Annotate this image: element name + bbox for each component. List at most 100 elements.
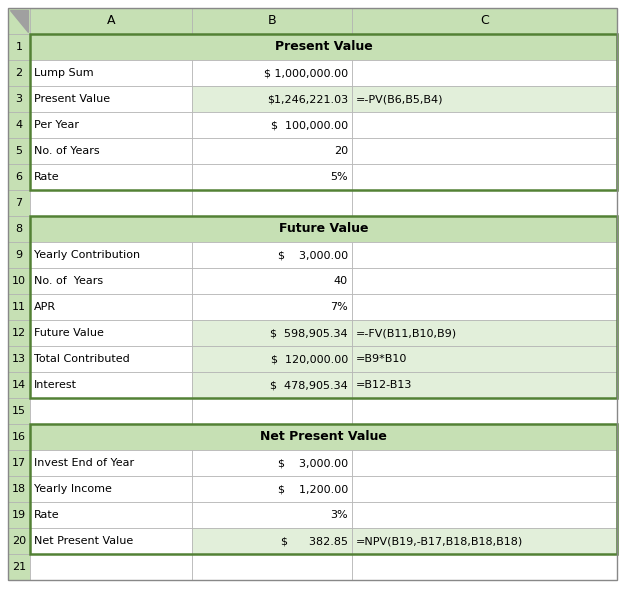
Text: Per Year: Per Year <box>34 120 79 130</box>
Bar <box>8 60 30 86</box>
Text: $  120,000.00: $ 120,000.00 <box>271 354 348 364</box>
Bar <box>30 320 192 346</box>
Bar <box>30 502 192 528</box>
Bar <box>8 34 30 60</box>
Text: Rate: Rate <box>34 172 59 182</box>
Bar <box>192 60 352 86</box>
Bar <box>30 242 192 268</box>
Text: =-PV(B6,B5,B4): =-PV(B6,B5,B4) <box>356 94 444 104</box>
Text: 3: 3 <box>16 94 22 104</box>
Bar <box>30 424 617 450</box>
Bar <box>30 398 192 424</box>
Text: 5%: 5% <box>331 172 348 182</box>
Bar <box>30 138 192 164</box>
Bar <box>8 424 30 450</box>
Text: 7: 7 <box>16 198 22 208</box>
Text: 4: 4 <box>16 120 22 130</box>
Bar <box>352 268 617 294</box>
Text: 14: 14 <box>12 380 26 390</box>
Bar <box>352 242 617 268</box>
Bar <box>352 164 617 190</box>
Bar <box>352 112 617 138</box>
Text: B: B <box>268 14 276 28</box>
Bar <box>8 138 30 164</box>
Text: No. of Years: No. of Years <box>34 146 99 156</box>
Text: 18: 18 <box>12 484 26 494</box>
Bar <box>30 528 192 554</box>
Text: 7%: 7% <box>330 302 348 312</box>
Bar <box>30 450 192 476</box>
Text: $  598,905.34: $ 598,905.34 <box>271 328 348 338</box>
Bar <box>30 112 192 138</box>
Bar <box>8 450 30 476</box>
Bar <box>8 372 30 398</box>
Bar <box>30 554 192 580</box>
Text: 6: 6 <box>16 172 22 182</box>
Bar <box>192 398 352 424</box>
Text: Total Contributed: Total Contributed <box>34 354 130 364</box>
Bar <box>192 8 352 34</box>
Bar <box>8 502 30 528</box>
Text: 3%: 3% <box>331 510 348 520</box>
Text: 8: 8 <box>16 224 22 234</box>
Text: =B9*B10: =B9*B10 <box>356 354 408 364</box>
Bar <box>8 8 30 34</box>
Text: 9: 9 <box>16 250 22 260</box>
Text: Invest End of Year: Invest End of Year <box>34 458 134 468</box>
Text: 1: 1 <box>16 42 22 52</box>
Text: Net Present Value: Net Present Value <box>34 536 133 546</box>
Bar <box>8 476 30 502</box>
Text: 17: 17 <box>12 458 26 468</box>
Bar <box>8 112 30 138</box>
Bar <box>192 164 352 190</box>
Text: =B12-B13: =B12-B13 <box>356 380 412 390</box>
Text: Future Value: Future Value <box>279 223 368 235</box>
Text: $  478,905.34: $ 478,905.34 <box>270 380 348 390</box>
Bar <box>352 528 617 554</box>
Bar <box>352 60 617 86</box>
Bar <box>192 502 352 528</box>
Text: 20: 20 <box>12 536 26 546</box>
Bar <box>30 372 192 398</box>
Text: Present Value: Present Value <box>274 40 372 53</box>
Bar <box>30 8 192 34</box>
Bar <box>192 450 352 476</box>
Text: No. of  Years: No. of Years <box>34 276 103 286</box>
Bar <box>192 320 352 346</box>
Bar <box>8 554 30 580</box>
Bar <box>352 398 617 424</box>
Bar <box>30 86 192 112</box>
Bar <box>352 138 617 164</box>
Bar <box>192 268 352 294</box>
Text: 2: 2 <box>16 68 22 78</box>
Bar <box>30 164 192 190</box>
Bar <box>30 268 192 294</box>
Bar <box>352 86 617 112</box>
Text: Present Value: Present Value <box>34 94 110 104</box>
Bar <box>8 528 30 554</box>
Text: Future Value: Future Value <box>34 328 104 338</box>
Bar <box>192 242 352 268</box>
Text: 11: 11 <box>12 302 26 312</box>
Text: 10: 10 <box>12 276 26 286</box>
Bar <box>192 138 352 164</box>
Text: 12: 12 <box>12 328 26 338</box>
Bar <box>30 346 192 372</box>
Text: 40: 40 <box>334 276 348 286</box>
Bar <box>192 190 352 216</box>
Bar <box>30 294 192 320</box>
Bar <box>8 398 30 424</box>
Text: 16: 16 <box>12 432 26 442</box>
Bar <box>192 346 352 372</box>
Bar <box>8 216 30 242</box>
Text: A: A <box>107 14 115 28</box>
Text: 5: 5 <box>16 146 22 156</box>
Text: Yearly Contribution: Yearly Contribution <box>34 250 140 260</box>
Bar <box>352 346 617 372</box>
Text: $    3,000.00: $ 3,000.00 <box>278 458 348 468</box>
Text: 21: 21 <box>12 562 26 572</box>
Text: $    3,000.00: $ 3,000.00 <box>278 250 348 260</box>
Text: Net Present Value: Net Present Value <box>260 431 387 443</box>
Bar <box>30 424 617 554</box>
Bar <box>30 34 617 60</box>
